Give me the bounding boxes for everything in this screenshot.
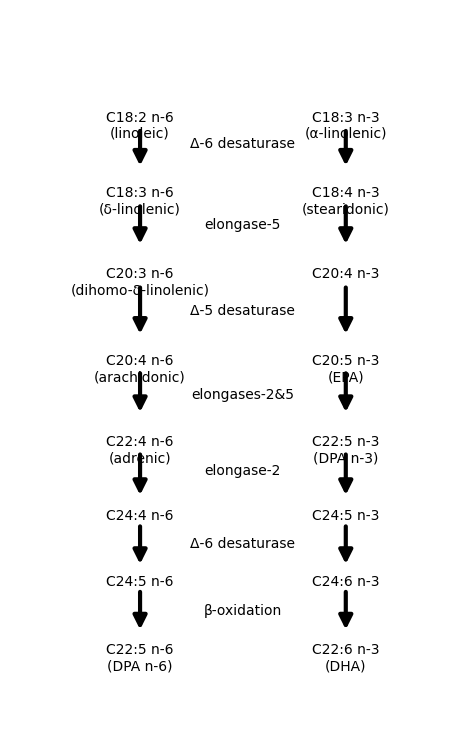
- Text: β-oxidation: β-oxidation: [204, 604, 282, 618]
- Text: C18:3 n-6
(δ-linolenic): C18:3 n-6 (δ-linolenic): [99, 186, 181, 216]
- Text: C24:6 n-3: C24:6 n-3: [312, 575, 380, 589]
- Text: C20:4 n-3: C20:4 n-3: [312, 267, 380, 281]
- Text: Δ-5 desaturase: Δ-5 desaturase: [191, 303, 295, 318]
- Text: C18:4 n-3
(stearidonic): C18:4 n-3 (stearidonic): [302, 186, 390, 216]
- Text: C18:2 n-6
(linoleic): C18:2 n-6 (linoleic): [106, 111, 174, 141]
- Text: elongase-2: elongase-2: [205, 465, 281, 478]
- Text: C22:5 n-3
(DPA n-3): C22:5 n-3 (DPA n-3): [312, 435, 380, 465]
- Text: C20:5 n-3
(EPA): C20:5 n-3 (EPA): [312, 354, 380, 384]
- Text: elongase-5: elongase-5: [205, 218, 281, 232]
- Text: C22:6 n-3
(DHA): C22:6 n-3 (DHA): [312, 644, 380, 674]
- Text: C24:5 n-6: C24:5 n-6: [106, 575, 174, 589]
- Text: Δ-6 desaturase: Δ-6 desaturase: [191, 537, 295, 550]
- Text: C22:4 n-6
(adrenic): C22:4 n-6 (adrenic): [106, 435, 174, 465]
- Text: elongases-2&5: elongases-2&5: [191, 388, 294, 402]
- Text: Δ-6 desaturase: Δ-6 desaturase: [191, 137, 295, 151]
- Text: C24:4 n-6: C24:4 n-6: [106, 509, 174, 523]
- Text: C18:3 n-3
(α-linolenic): C18:3 n-3 (α-linolenic): [304, 111, 387, 141]
- Text: C22:5 n-6
(DPA n-6): C22:5 n-6 (DPA n-6): [106, 644, 174, 674]
- Text: C20:4 n-6
(arachidonic): C20:4 n-6 (arachidonic): [94, 354, 186, 384]
- Text: C24:5 n-3: C24:5 n-3: [312, 509, 380, 523]
- Text: C20:3 n-6
(dihomo-δ-linolenic): C20:3 n-6 (dihomo-δ-linolenic): [71, 267, 210, 297]
